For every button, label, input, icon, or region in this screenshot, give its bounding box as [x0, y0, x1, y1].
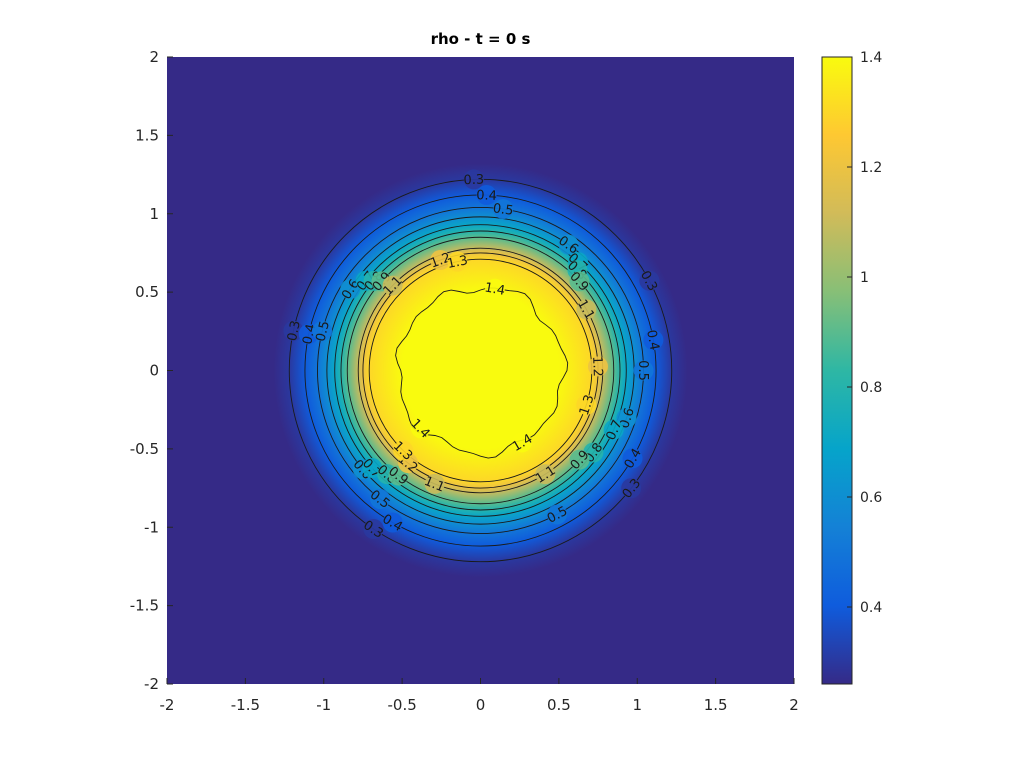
contour-label-bg	[622, 448, 643, 469]
x-tick-label: 0	[476, 696, 486, 714]
contour-label-1-3-0: 1.3	[446, 253, 469, 272]
contour-label-bg	[576, 394, 597, 415]
contour-label-1-3-1: 1.3	[577, 393, 598, 417]
contour-line-0-8	[340, 230, 621, 511]
contour-label-bg	[569, 449, 590, 470]
x-tick-label: 0.5	[547, 696, 571, 714]
x-axis-ticks: -2 -1.5 -1 -0.5 0 0.5 1 1.5 2	[160, 678, 799, 714]
contour-label-1-2-1: 1.2	[589, 356, 605, 377]
contour-label-bg	[370, 488, 391, 509]
x-tick-label: -2	[160, 696, 175, 714]
contour-label-bg	[362, 458, 383, 479]
contour-label-bg	[569, 271, 590, 292]
contour-line-0-7	[334, 224, 627, 517]
y-axis-ticks: 2 1.5 1 0.5 0 -0.5 -1 -1.5 -2	[130, 48, 173, 693]
y-tick-label: -2	[144, 675, 159, 693]
contour-label-1-2-0: 1.2	[428, 250, 453, 271]
contour-label-bg	[587, 356, 608, 377]
contour-label-bg	[621, 478, 642, 499]
contour-label-bg	[484, 278, 505, 299]
contour-label-bg	[535, 464, 556, 485]
contour-label-bg	[512, 432, 533, 453]
y-tick-label: -0.5	[130, 440, 159, 458]
contour-label-bg	[393, 440, 414, 461]
density-blob	[273, 163, 688, 578]
contour-label-bg	[558, 234, 579, 255]
contour-label-1-1-3: 1.1	[422, 474, 447, 496]
y-tick-label: -1.5	[130, 597, 159, 615]
colorbar-tick-label: 0.4	[860, 600, 882, 616]
y-tick-label: -1	[144, 518, 159, 536]
x-tick-label: 1.5	[704, 696, 728, 714]
contour-label-1-4-0: 1.4	[483, 280, 506, 298]
contour-label-bg	[463, 169, 484, 190]
plot-axes: 0.30.30.30.30.30.40.4 0.40.40.40.50.50.50…	[130, 48, 799, 714]
contour-label-bg	[547, 504, 568, 525]
contour-label-bg	[603, 419, 624, 440]
contour-label-bg	[410, 418, 431, 439]
contour-label-bg	[430, 250, 451, 271]
x-tick-label: -1.5	[231, 696, 260, 714]
contour-label-bg	[576, 299, 597, 320]
chart-title: rho - t = 0 s	[431, 30, 531, 48]
colorbar-tick-label: 0.6	[860, 490, 882, 506]
y-tick-label: 2	[149, 48, 159, 66]
contour-label-bg	[283, 320, 304, 341]
contour-label-0-5-1: 0.5	[313, 319, 333, 343]
x-tick-label: -0.5	[387, 696, 416, 714]
contour-label-bg	[382, 275, 403, 296]
contour-label-bg	[382, 512, 403, 533]
contour-label-bg	[340, 279, 361, 300]
contour-label-bg	[363, 519, 384, 540]
x-tick-label: 2	[789, 696, 799, 714]
y-tick-label: 1	[149, 205, 159, 223]
colorbar-tick-label: 1	[860, 270, 869, 286]
contour-label-0-5-0: 0.5	[492, 201, 515, 219]
contour-label-0-6-2: 0.6	[617, 406, 638, 430]
colorbar: 1.4 1.2 1 0.8 0.6 0.4	[821, 50, 882, 685]
colorbar-tick-label: 0.8	[860, 380, 882, 396]
colorbar-tick-label: 1.4	[860, 50, 882, 66]
contour-label-0-3-0: 0.3	[463, 173, 484, 189]
y-tick-label: 0.5	[135, 283, 159, 301]
contour-label-bg	[633, 360, 654, 381]
contour-label-0-4-2: 0.4	[643, 329, 661, 352]
colorbar-scale	[821, 56, 853, 685]
contour-line-0-9	[346, 236, 615, 505]
contour-label-bg	[424, 473, 445, 494]
contour-label-0-5-2: 0.5	[635, 360, 650, 381]
contour-label-bg	[476, 185, 497, 206]
x-tick-label: 1	[632, 696, 642, 714]
contour-label-0-4-0: 0.4	[476, 188, 497, 204]
y-tick-label: 0	[149, 362, 159, 380]
contour-label-bg	[447, 251, 468, 272]
contour-label-bg	[493, 199, 514, 220]
contour-label-bg	[312, 321, 333, 342]
colorbar-ticks: 1.4 1.2 1 0.8 0.6 0.4	[847, 50, 882, 616]
x-tick-label: -1	[316, 696, 331, 714]
y-tick-label: 1.5	[135, 126, 159, 144]
contour-label-bg	[616, 407, 637, 428]
contour-label-bg	[643, 330, 664, 351]
contour-labels: 0.30.30.30.30.30.40.4 0.40.40.40.50.50.50…	[283, 169, 664, 542]
contour-label-bg	[639, 270, 660, 291]
colorbar-tick-label: 1.2	[860, 160, 882, 176]
